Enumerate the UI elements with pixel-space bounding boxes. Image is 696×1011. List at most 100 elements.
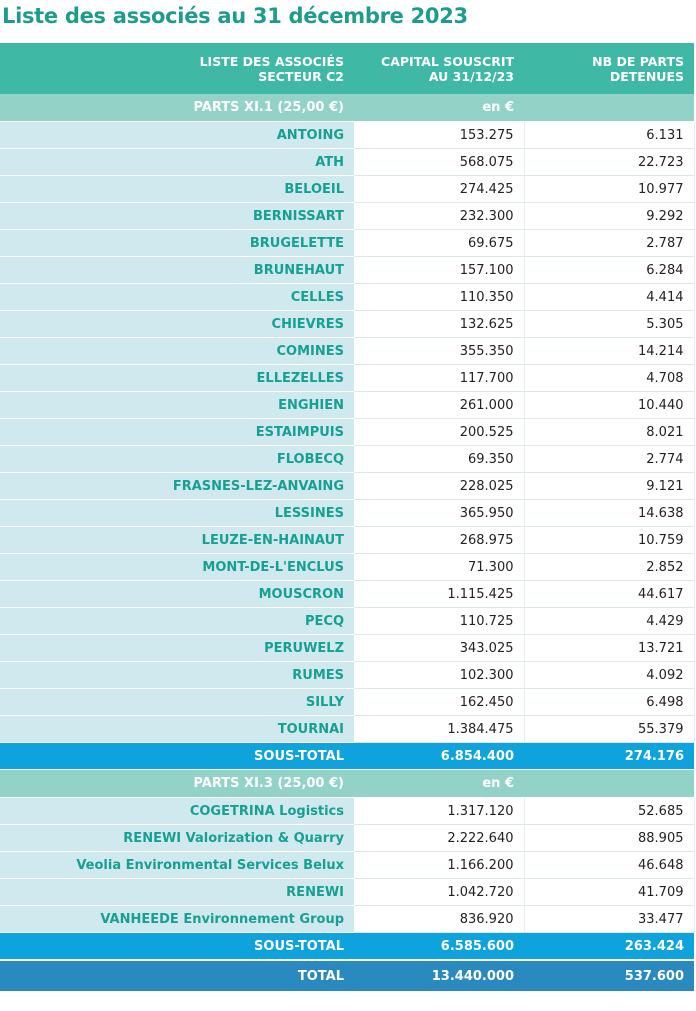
cell: 10.440 bbox=[524, 391, 695, 419]
cell: MONT-DE-L'ENCLUS bbox=[0, 553, 354, 581]
cell: 153.275 bbox=[354, 121, 525, 149]
cell: ENGHIEN bbox=[0, 391, 354, 419]
cell: SILLY bbox=[0, 688, 354, 716]
cell: 836.920 bbox=[354, 905, 525, 933]
cell: 14.214 bbox=[524, 337, 695, 365]
data-row: FRASNES-LEZ-ANVAING 228.025 9.121 bbox=[0, 472, 695, 500]
cell: SOUS-TOTAL bbox=[0, 932, 354, 961]
cell: 1.166.200 bbox=[354, 851, 525, 879]
cell: 102.300 bbox=[354, 661, 525, 689]
data-row: ATH 568.075 22.723 bbox=[0, 148, 695, 176]
section-row: PARTS XI.3 (25,00 €) en € bbox=[0, 769, 694, 798]
cell: 6.585.600 bbox=[354, 932, 524, 961]
header-line: AU 31/12/23 bbox=[428, 68, 514, 84]
cell: 1.384.475 bbox=[354, 715, 525, 743]
cell: LESSINES bbox=[0, 499, 354, 527]
cell: 9.121 bbox=[524, 472, 695, 500]
cell: 110.350 bbox=[354, 283, 525, 311]
cell: BRUNEHAUT bbox=[0, 256, 354, 284]
data-row: BRUNEHAUT 157.100 6.284 bbox=[0, 256, 695, 284]
data-row: CELLES 110.350 4.414 bbox=[0, 283, 695, 311]
cell: FRASNES-LEZ-ANVAING bbox=[0, 472, 354, 500]
cell: 4.414 bbox=[524, 283, 695, 311]
cell: 6.498 bbox=[524, 688, 695, 716]
cell: 2.852 bbox=[524, 553, 695, 581]
cell: 132.625 bbox=[354, 310, 525, 338]
cell: FLOBECQ bbox=[0, 445, 354, 473]
cell: 365.950 bbox=[354, 499, 525, 527]
data-row: RENEWI Valorization & Quarry 2.222.640 88.… bbox=[0, 824, 695, 852]
cell: 22.723 bbox=[524, 148, 695, 176]
cell: 110.725 bbox=[354, 607, 525, 635]
cell: 14.638 bbox=[524, 499, 695, 527]
cell: 9.292 bbox=[524, 202, 695, 230]
cell: 44.617 bbox=[524, 580, 695, 608]
data-row: COGETRINA Logistics 1.317.120 52.685 bbox=[0, 797, 695, 825]
cell: SOUS-TOTAL bbox=[0, 742, 354, 770]
column-header: CAPITAL SOUSCRIT AU 31/12/23 bbox=[354, 43, 524, 94]
data-row: ENGHIEN 261.000 10.440 bbox=[0, 391, 695, 419]
section-label: PARTS XI.3 (25,00 €) bbox=[0, 769, 354, 798]
data-row: PERUWELZ 343.025 13.721 bbox=[0, 634, 695, 662]
data-row: FLOBECQ 69.350 2.774 bbox=[0, 445, 695, 473]
cell: 33.477 bbox=[524, 905, 695, 933]
cell: 6.284 bbox=[524, 256, 695, 284]
data-row: BERNISSART 232.300 9.292 bbox=[0, 202, 695, 230]
cell: ATH bbox=[0, 148, 354, 176]
data-row: BELOEIL 274.425 10.977 bbox=[0, 175, 695, 203]
header-line: NB DE PARTS bbox=[592, 53, 684, 69]
subtotal-row: SOUS-TOTAL 6.585.600 263.424 bbox=[0, 932, 694, 961]
cell: LEUZE-EN-HAINAUT bbox=[0, 526, 354, 554]
cell: 274.425 bbox=[354, 175, 525, 203]
cell: 46.648 bbox=[524, 851, 695, 879]
header-line: CAPITAL SOUSCRIT bbox=[381, 53, 514, 69]
cell: 13.440.000 bbox=[354, 959, 524, 991]
cell: ANTOING bbox=[0, 121, 354, 149]
section-label: PARTS XI.1 (25,00 €) bbox=[0, 94, 354, 122]
header-line: SECTEUR C2 bbox=[258, 68, 344, 84]
cell: 71.300 bbox=[354, 553, 525, 581]
data-row: MOUSCRON 1.115.425 44.617 bbox=[0, 580, 695, 608]
cell: 261.000 bbox=[354, 391, 525, 419]
cell: 6.854.400 bbox=[354, 742, 524, 770]
cell: 69.350 bbox=[354, 445, 525, 473]
cell: 5.305 bbox=[524, 310, 695, 338]
cell: PERUWELZ bbox=[0, 634, 354, 662]
data-row: ELLEZELLES 117.700 4.708 bbox=[0, 364, 695, 392]
data-row: LEUZE-EN-HAINAUT 268.975 10.759 bbox=[0, 526, 695, 554]
cell: 2.222.640 bbox=[354, 824, 525, 852]
header-line: DETENUES bbox=[609, 68, 684, 84]
associates-table: LISTE DES ASSOCIÉS SECTEUR C2 CAPITAL SOUS… bbox=[0, 43, 695, 991]
cell: 228.025 bbox=[354, 472, 525, 500]
cell: 4.708 bbox=[524, 364, 695, 392]
cell: MOUSCRON bbox=[0, 580, 354, 608]
total-row: TOTAL 13.440.000 537.600 bbox=[0, 959, 694, 991]
cell: 568.075 bbox=[354, 148, 525, 176]
cell: 10.977 bbox=[524, 175, 695, 203]
title: Liste des associés au 31 décembre 2023 bbox=[2, 4, 468, 28]
subtotal-row: SOUS-TOTAL 6.854.400 274.176 bbox=[0, 742, 694, 770]
cell: 537.600 bbox=[524, 959, 694, 991]
data-row: CHIEVRES 132.625 5.305 bbox=[0, 310, 695, 338]
cell: TOURNAI bbox=[0, 715, 354, 743]
data-row: SILLY 162.450 6.498 bbox=[0, 688, 695, 716]
data-row: PECQ 110.725 4.429 bbox=[0, 607, 695, 635]
cell: 1.042.720 bbox=[354, 878, 525, 906]
cell: 1.115.425 bbox=[354, 580, 525, 608]
cell: 263.424 bbox=[524, 932, 694, 961]
data-row: MONT-DE-L'ENCLUS 71.300 2.852 bbox=[0, 553, 695, 581]
cell: CELLES bbox=[0, 283, 354, 311]
data-row: BRUGELETTE 69.675 2.787 bbox=[0, 229, 695, 257]
cell: 10.759 bbox=[524, 526, 695, 554]
cell: 274.176 bbox=[524, 742, 694, 770]
column-header: LISTE DES ASSOCIÉS SECTEUR C2 bbox=[0, 43, 354, 94]
cell: 69.675 bbox=[354, 229, 525, 257]
data-row: VANHEEDE Environnement Group 836.920 33.47… bbox=[0, 905, 695, 933]
cell: 8.021 bbox=[524, 418, 695, 446]
cell: 232.300 bbox=[354, 202, 525, 230]
cell: 4.092 bbox=[524, 661, 695, 689]
header-line: LISTE DES ASSOCIÉS bbox=[199, 53, 344, 69]
cell: 52.685 bbox=[524, 797, 695, 825]
cell: PECQ bbox=[0, 607, 354, 635]
cell: COMINES bbox=[0, 337, 354, 365]
